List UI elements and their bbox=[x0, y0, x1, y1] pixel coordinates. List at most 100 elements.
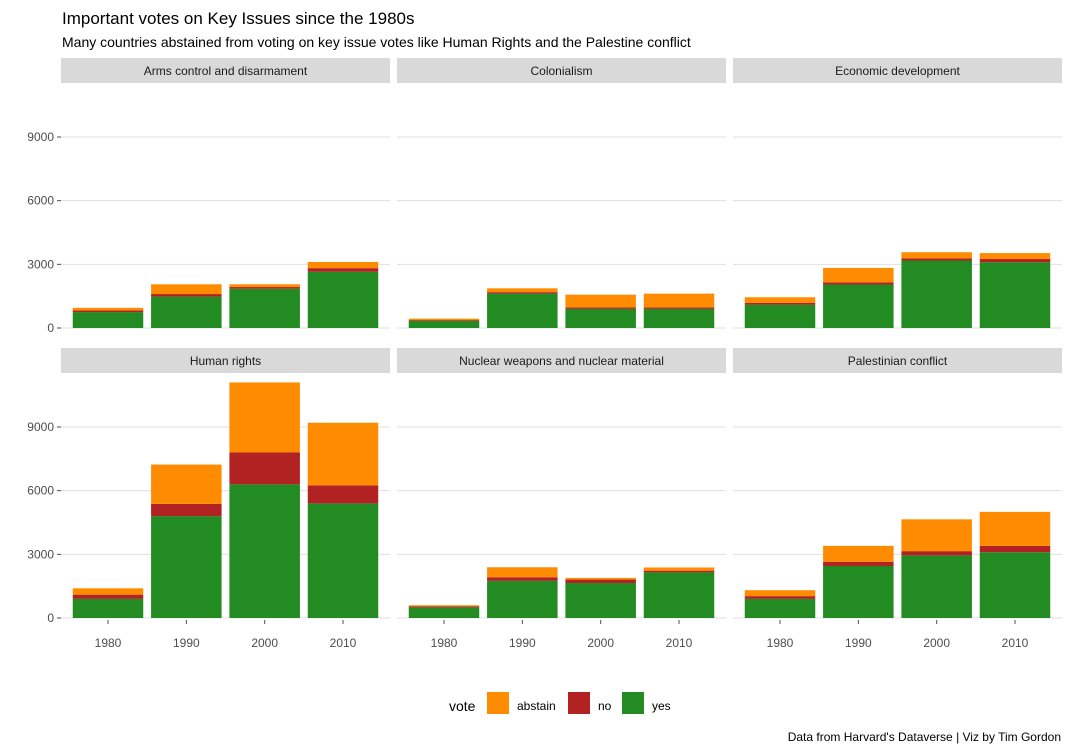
bar-segment-abstain bbox=[229, 382, 300, 453]
legend-label: yes bbox=[652, 699, 671, 713]
x-tick-label: 2000 bbox=[251, 636, 278, 650]
bar-segment-no bbox=[823, 282, 894, 285]
bar-segment-abstain bbox=[487, 567, 558, 578]
facet-label: Nuclear weapons and nuclear material bbox=[459, 354, 664, 368]
bar-segment-abstain bbox=[72, 588, 144, 595]
bar-segment-yes bbox=[643, 308, 715, 328]
x-tick-label: 1980 bbox=[431, 636, 458, 650]
facet-label: Economic development bbox=[835, 64, 960, 78]
bar-segment-yes bbox=[307, 271, 379, 328]
x-tick-label: 1990 bbox=[509, 636, 536, 650]
facet-label: Colonialism bbox=[530, 64, 592, 78]
x-tick-label: 2010 bbox=[330, 636, 357, 650]
bar-segment-abstain bbox=[901, 252, 972, 259]
bar-segment-abstain bbox=[643, 293, 715, 308]
bar-segment-abstain bbox=[823, 267, 894, 283]
bar-segment-no bbox=[229, 287, 300, 289]
legend: vote abstain no yes bbox=[449, 692, 671, 714]
bar-segment-yes bbox=[979, 552, 1051, 618]
facet-strip bbox=[397, 58, 726, 83]
bar-segment-yes bbox=[151, 516, 222, 618]
facet-panel: Human rights 0 3000 6000 9000 1980 1990 2000 201… bbox=[27, 348, 390, 650]
bar-segment-abstain bbox=[307, 422, 379, 486]
bar-segment-yes bbox=[487, 293, 558, 328]
bar-segment-yes bbox=[565, 308, 636, 328]
bar-segment-abstain bbox=[72, 307, 144, 311]
bar-segment-yes bbox=[72, 598, 144, 618]
bar-segment-no bbox=[744, 302, 816, 305]
facet-panel: Arms control and disarmament 0 3000 6000 900… bbox=[27, 58, 390, 335]
legend-title: vote bbox=[449, 698, 476, 714]
bar-segment-abstain bbox=[744, 590, 816, 597]
bar-segment-no bbox=[901, 258, 972, 261]
bar-segment-yes bbox=[979, 262, 1051, 328]
bar-segment-yes bbox=[643, 572, 715, 618]
bar-segment-yes bbox=[408, 320, 480, 328]
y-tick-label: 0 bbox=[47, 321, 54, 335]
bar-segment-no bbox=[307, 485, 379, 504]
bar-segment-yes bbox=[487, 580, 558, 618]
bar-segment-abstain bbox=[565, 577, 636, 580]
x-tick-label: 2000 bbox=[923, 636, 950, 650]
facet-panel: Economic development bbox=[733, 58, 1062, 329]
bar-segment-abstain bbox=[979, 511, 1051, 546]
x-tick-label: 1980 bbox=[95, 636, 122, 650]
bar-segment-abstain bbox=[901, 519, 972, 552]
bar-segment-yes bbox=[229, 484, 300, 618]
bar-segment-no bbox=[823, 561, 894, 567]
bar-segment-abstain bbox=[565, 294, 636, 308]
x-tick-label: 1980 bbox=[767, 636, 794, 650]
y-tick-label: 3000 bbox=[27, 547, 54, 561]
bar-segment-yes bbox=[151, 296, 222, 328]
y-tick-label: 9000 bbox=[27, 130, 54, 144]
bar-segment-no bbox=[979, 545, 1051, 553]
y-tick-label: 6000 bbox=[27, 194, 54, 208]
facet-panel: Palestinian conflict 1980 1990 2000 2010 bbox=[733, 348, 1062, 650]
bar-segment-yes bbox=[744, 598, 816, 618]
bar-segment-no bbox=[979, 259, 1051, 263]
facet-label: Palestinian conflict bbox=[848, 354, 948, 368]
bar-segment-no bbox=[487, 292, 558, 294]
y-tick-label: 3000 bbox=[27, 257, 54, 271]
bar-segment-abstain bbox=[151, 464, 222, 504]
facet-strip bbox=[61, 58, 390, 83]
facet-strip bbox=[61, 348, 390, 373]
facet-panel: Nuclear weapons and nuclear material 1980… bbox=[397, 348, 726, 650]
bar-segment-no bbox=[408, 606, 480, 608]
bar-segment-abstain bbox=[151, 284, 222, 295]
chart-title: Important votes on Key Issues since the … bbox=[62, 9, 414, 28]
bar-segment-abstain bbox=[408, 318, 480, 321]
bar-segment-no bbox=[229, 452, 300, 485]
bar-segment-yes bbox=[229, 288, 300, 328]
bar-segment-yes bbox=[307, 503, 379, 618]
x-tick-label: 2010 bbox=[1002, 636, 1029, 650]
bar-segment-no bbox=[307, 268, 379, 272]
bar-segment-no bbox=[487, 577, 558, 581]
bar-segment-abstain bbox=[307, 261, 379, 269]
bar-segment-no bbox=[408, 320, 480, 321]
bar-segment-no bbox=[565, 307, 636, 309]
bar-segment-abstain bbox=[643, 567, 715, 571]
x-tick-label: 1990 bbox=[845, 636, 872, 650]
x-tick-label: 2010 bbox=[666, 636, 693, 650]
bar-segment-yes bbox=[901, 555, 972, 618]
bar-segment-yes bbox=[901, 260, 972, 328]
y-tick-label: 9000 bbox=[27, 420, 54, 434]
legend-key-no bbox=[568, 692, 590, 714]
chart-caption: Data from Harvard's Dataverse | Viz by T… bbox=[788, 730, 1061, 744]
bar-segment-yes bbox=[72, 312, 144, 328]
bar-segment-abstain bbox=[979, 253, 1051, 260]
bar-segment-yes bbox=[744, 304, 816, 328]
bar-segment-abstain bbox=[487, 288, 558, 293]
bar-segment-no bbox=[744, 596, 816, 599]
bar-segment-yes bbox=[565, 582, 636, 618]
bar-segment-no bbox=[151, 294, 222, 297]
facet-label: Arms control and disarmament bbox=[144, 64, 308, 78]
y-tick-label: 6000 bbox=[27, 484, 54, 498]
bar-segment-abstain bbox=[823, 545, 894, 562]
bar-segment-yes bbox=[408, 607, 480, 618]
legend-key-yes bbox=[622, 692, 644, 714]
bar-segment-no bbox=[72, 594, 144, 599]
facet-strip bbox=[397, 348, 726, 373]
